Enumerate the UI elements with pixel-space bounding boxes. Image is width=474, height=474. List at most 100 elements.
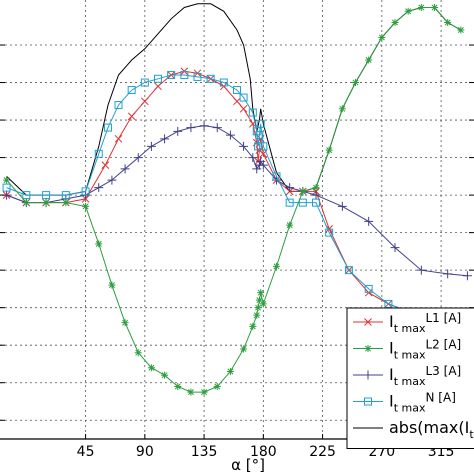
square-marker [127, 86, 136, 95]
x-marker [154, 82, 162, 91]
star-marker [338, 105, 346, 113]
square-marker [233, 86, 241, 95]
star-marker [417, 4, 425, 12]
square-marker [384, 299, 393, 308]
x-tick-label: 135 [191, 444, 218, 460]
square-marker [219, 78, 228, 87]
square-marker [248, 108, 257, 117]
square-marker [81, 187, 90, 196]
star-marker [253, 311, 261, 319]
plus-marker [173, 126, 183, 136]
star-marker [147, 364, 155, 372]
square-marker [206, 74, 215, 83]
star-marker [3, 176, 11, 184]
square-marker [114, 101, 123, 110]
series-line [6, 7, 462, 393]
star-marker [259, 300, 267, 308]
square-marker [364, 397, 372, 406]
legend-entry-4: It maxN [A] [353, 391, 456, 415]
square-marker [140, 78, 149, 87]
x-tick-label: 180 [250, 444, 277, 460]
star-marker [444, 19, 452, 27]
plus-marker [186, 123, 196, 133]
plus-marker [363, 370, 373, 380]
plus-marker [258, 160, 268, 170]
star-marker [404, 7, 412, 15]
square-marker [364, 284, 373, 293]
star-marker [352, 79, 359, 87]
square-marker [298, 198, 307, 207]
plus-marker [160, 134, 170, 144]
star-marker [325, 146, 333, 154]
legend-entry-5: abs(max(It m [353, 418, 474, 441]
star-marker [161, 371, 169, 379]
square-marker [285, 198, 294, 207]
x-tick-label: 90 [136, 444, 154, 460]
square-marker [239, 93, 248, 102]
square-marker [254, 142, 263, 151]
star-marker [391, 19, 399, 27]
square-marker [42, 191, 51, 200]
x-marker [127, 112, 136, 121]
plus-marker [311, 190, 321, 200]
plus-marker [462, 271, 472, 281]
square-marker [193, 72, 202, 81]
square-marker [259, 142, 268, 151]
x-marker [239, 104, 248, 113]
square-marker [22, 191, 31, 200]
square-marker [312, 198, 320, 207]
star-marker [121, 319, 129, 327]
square-marker [167, 71, 176, 80]
legend-entry-2: It maxL2 [A] [353, 338, 461, 362]
x-tick-label: 45 [77, 444, 95, 460]
star-marker [240, 345, 248, 353]
x-marker [140, 97, 149, 106]
star-marker [42, 199, 50, 207]
star-marker [254, 304, 262, 312]
legend-entry-1: It maxL1 [A] [353, 311, 461, 335]
square-marker [325, 228, 334, 237]
legend-label: It maxL3 [A] [389, 364, 461, 388]
x-marker [101, 161, 110, 169]
plus-marker [285, 183, 295, 193]
plus-marker [225, 130, 235, 140]
square-marker [103, 123, 112, 132]
plus-marker [212, 123, 222, 133]
star-marker [174, 382, 182, 390]
star-marker [273, 262, 280, 270]
plus-marker [133, 153, 143, 163]
star-marker [134, 349, 142, 357]
star-marker [457, 26, 465, 34]
legend-label: It maxN [A] [389, 391, 456, 415]
plus-marker [390, 243, 400, 253]
series-line [6, 70, 409, 312]
star-marker [365, 56, 373, 64]
star-marker [226, 367, 234, 375]
star-marker [431, 4, 438, 12]
legend-entry-3: It maxL3 [A] [353, 364, 461, 388]
square-marker [154, 74, 162, 83]
star-marker [286, 221, 294, 229]
legend-label: It maxL1 [A] [389, 311, 461, 335]
plus-marker [364, 216, 374, 226]
series-line [6, 74, 409, 312]
plus-marker [94, 183, 104, 193]
square-marker [180, 71, 189, 80]
square-marker [344, 266, 353, 275]
plus-marker [107, 175, 117, 185]
x-tick-label: 225 [309, 444, 336, 460]
square-marker [256, 119, 265, 128]
square-marker [255, 131, 264, 140]
plus-marker [146, 141, 156, 151]
plus-marker [248, 153, 258, 163]
square-marker [61, 191, 70, 200]
star-marker [22, 199, 30, 207]
star-marker [299, 187, 307, 195]
x-axis-label: α [°] [231, 456, 265, 474]
series-layer [2, 3, 472, 396]
plus-marker [239, 141, 249, 151]
star-marker [364, 345, 372, 352]
star-marker [95, 240, 103, 248]
series-4 [2, 71, 413, 316]
